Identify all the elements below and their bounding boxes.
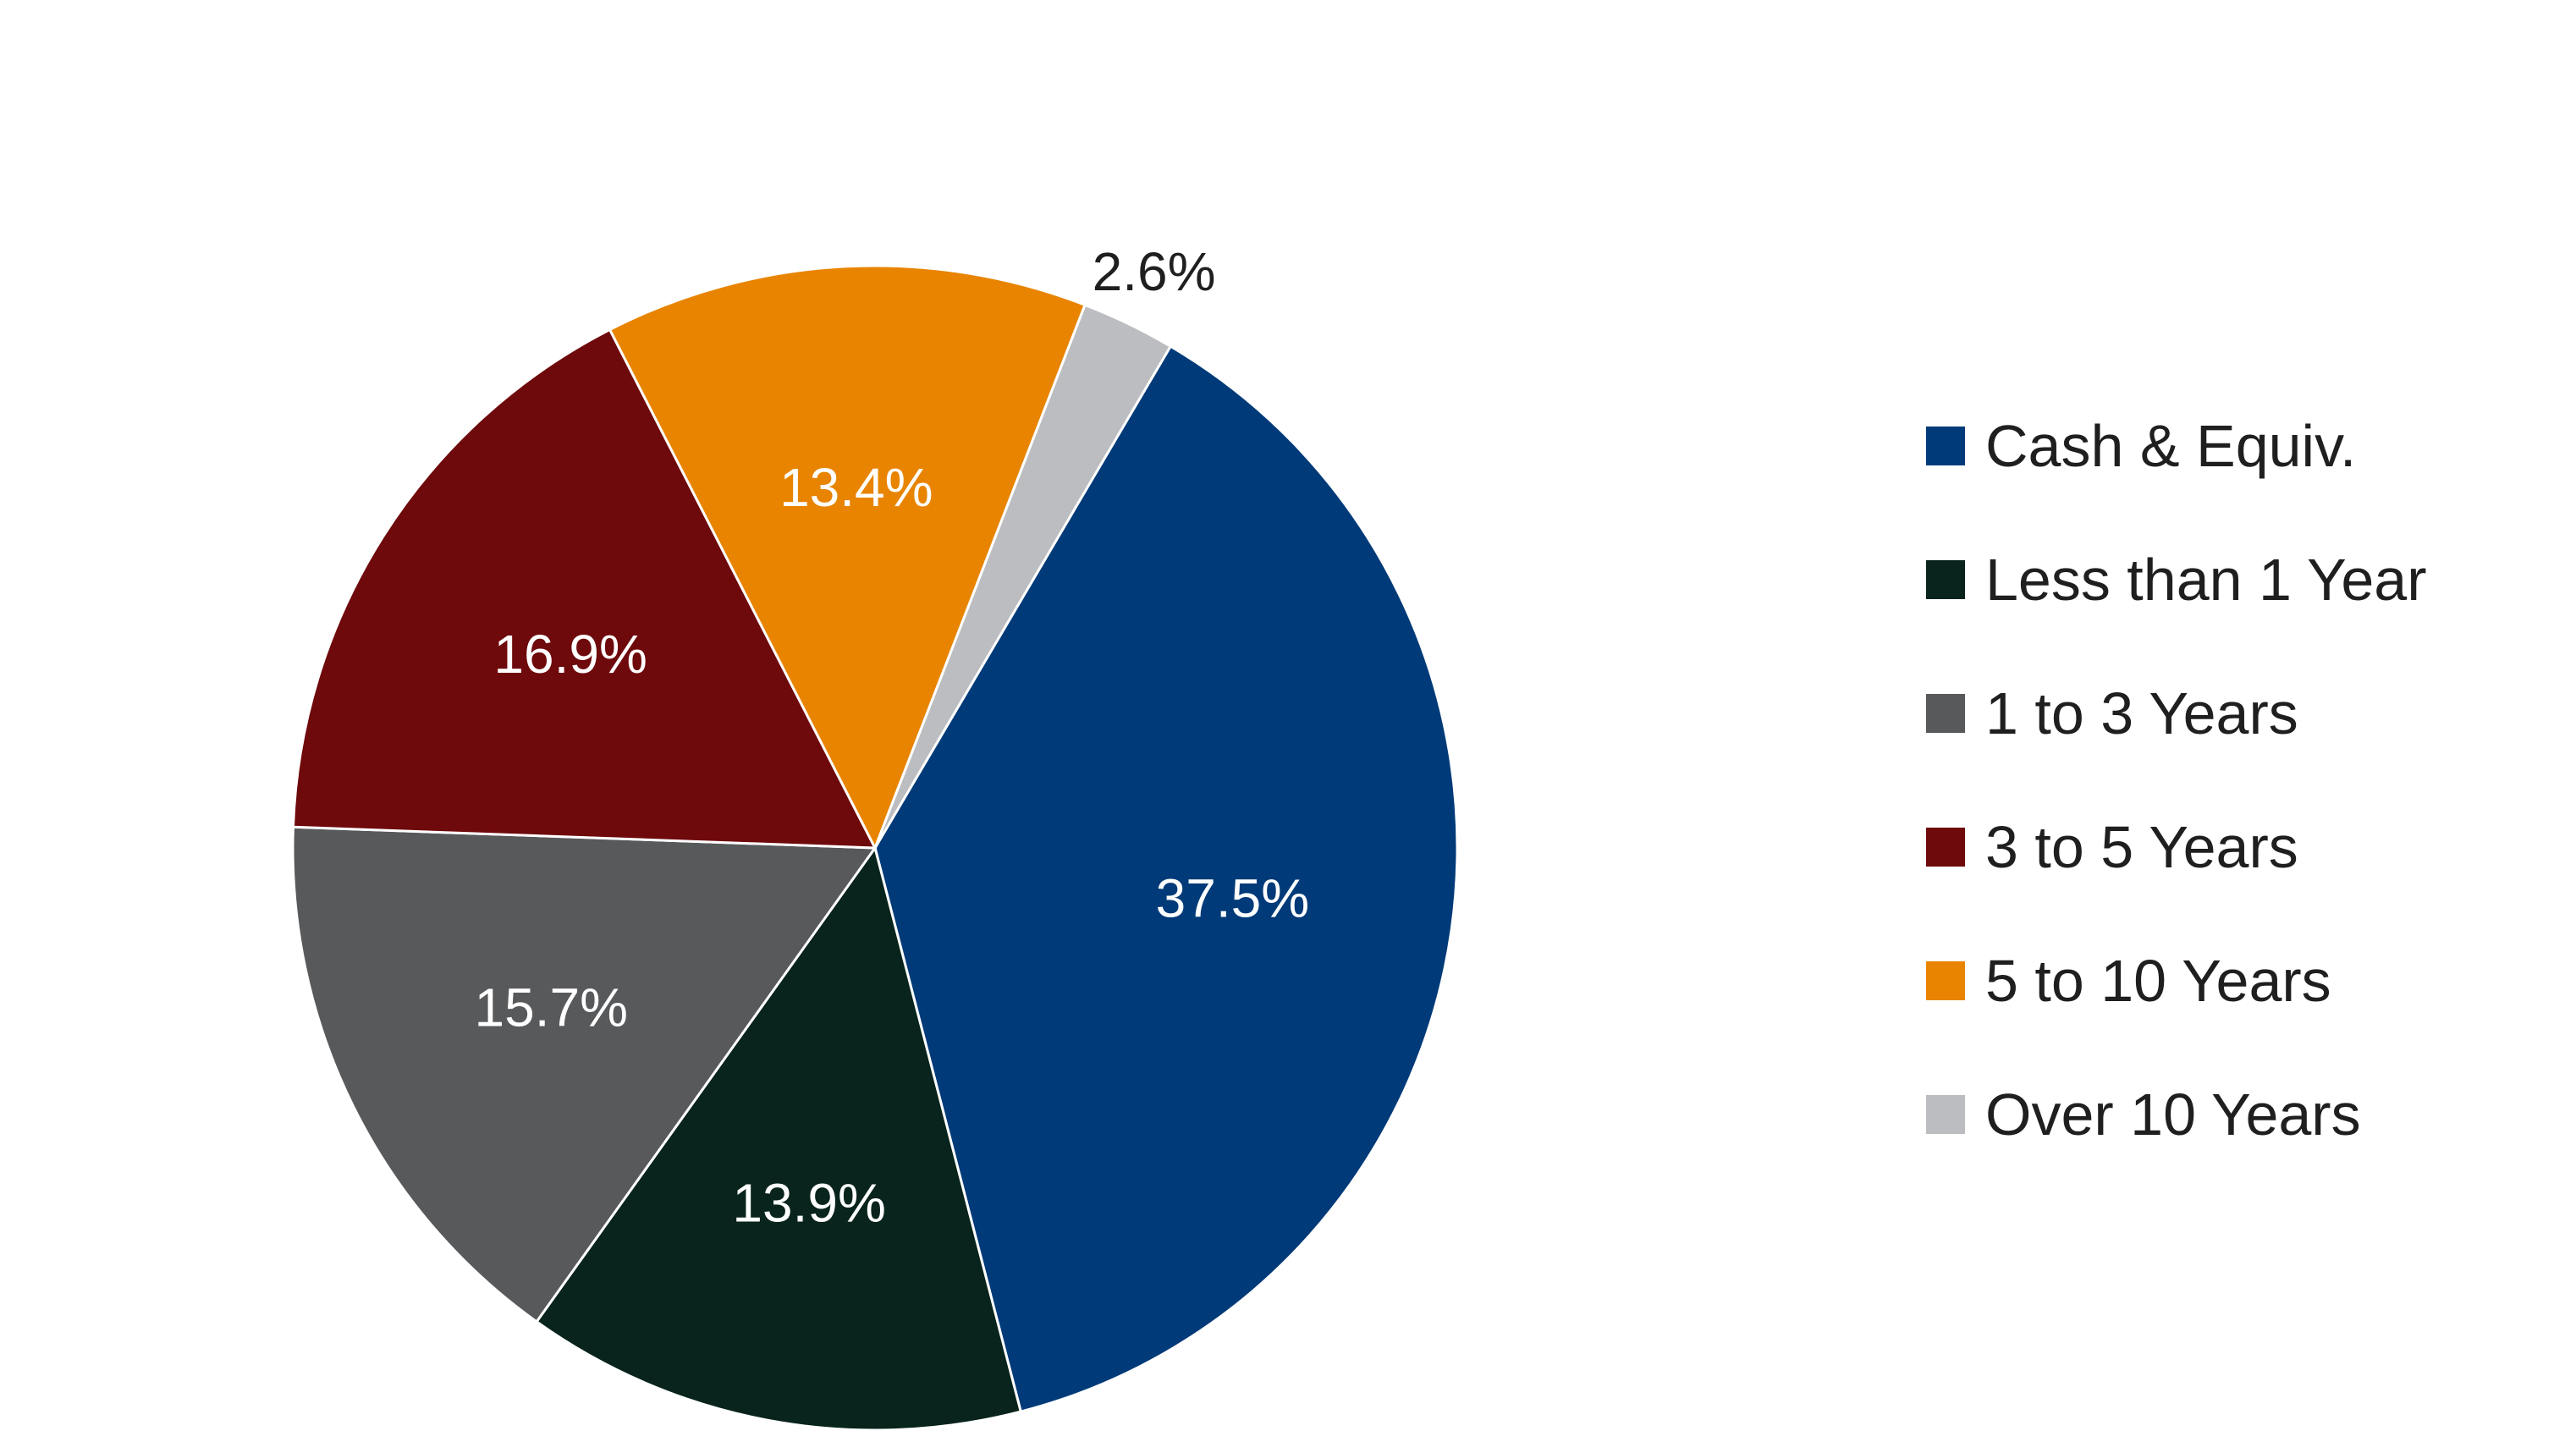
legend-swatch-cash-equiv bbox=[1926, 427, 1965, 465]
pie-slice-5-to-10-years bbox=[608, 264, 1087, 851]
legend-item-over-10-years: Over 10 Years bbox=[1926, 1082, 2361, 1148]
legend-item-3-to-5-years: 3 to 5 Years bbox=[1926, 814, 2298, 880]
pie-slice-3-to-5-years bbox=[291, 327, 878, 850]
legend-item-1-to-3-years: 1 to 3 Years bbox=[1926, 680, 2298, 746]
legend-label-less-than-1-year: Less than 1 Year bbox=[1985, 547, 2427, 613]
legend-swatch-1-to-3-years bbox=[1926, 694, 1965, 733]
legend-label-cash-equiv: Cash & Equiv. bbox=[1985, 413, 2356, 479]
legend-swatch-3-to-5-years bbox=[1926, 828, 1965, 867]
data-label-cash-equiv: 37.5% bbox=[1156, 867, 1309, 928]
pie-slice-cash-equiv bbox=[873, 344, 1459, 1413]
pie-slice-over-10-years bbox=[873, 303, 1173, 849]
pie-slice-less-than-1-year bbox=[534, 845, 1023, 1432]
legend-label-5-to-10-years: 5 to 10 Years bbox=[1985, 948, 2331, 1014]
legend-swatch-over-10-years bbox=[1926, 1095, 1965, 1134]
legend-label-1-to-3-years: 1 to 3 Years bbox=[1985, 680, 2298, 746]
legend-label-3-to-5-years: 3 to 5 Years bbox=[1985, 814, 2298, 880]
legend-swatch-5-to-10-years bbox=[1926, 961, 1965, 1000]
legend: Cash & Equiv. Less than 1 Year 1 to 3 Year… bbox=[1926, 413, 2427, 1148]
data-label-less-than-1-year: 13.9% bbox=[732, 1172, 885, 1233]
data-label-over-10-years: 2.6% bbox=[1093, 241, 1216, 302]
data-label-1-to-3-years: 15.7% bbox=[475, 977, 628, 1037]
legend-label-over-10-years: Over 10 Years bbox=[1985, 1082, 2361, 1148]
legend-item-5-to-10-years: 5 to 10 Years bbox=[1926, 948, 2331, 1014]
data-label-5-to-10-years: 13.4% bbox=[779, 457, 933, 518]
pie-slice-1-to-3-years bbox=[291, 825, 878, 1324]
pie-labels: 37.5% 13.9% 15.7% 16.9% 13.4% 2.6% bbox=[475, 241, 1310, 1234]
legend-swatch-less-than-1-year bbox=[1926, 560, 1965, 599]
pie-slices bbox=[291, 264, 1459, 1432]
legend-item-cash-equiv: Cash & Equiv. bbox=[1926, 413, 2356, 479]
data-label-3-to-5-years: 16.9% bbox=[493, 624, 647, 685]
legend-item-less-than-1-year: Less than 1 Year bbox=[1926, 547, 2427, 613]
